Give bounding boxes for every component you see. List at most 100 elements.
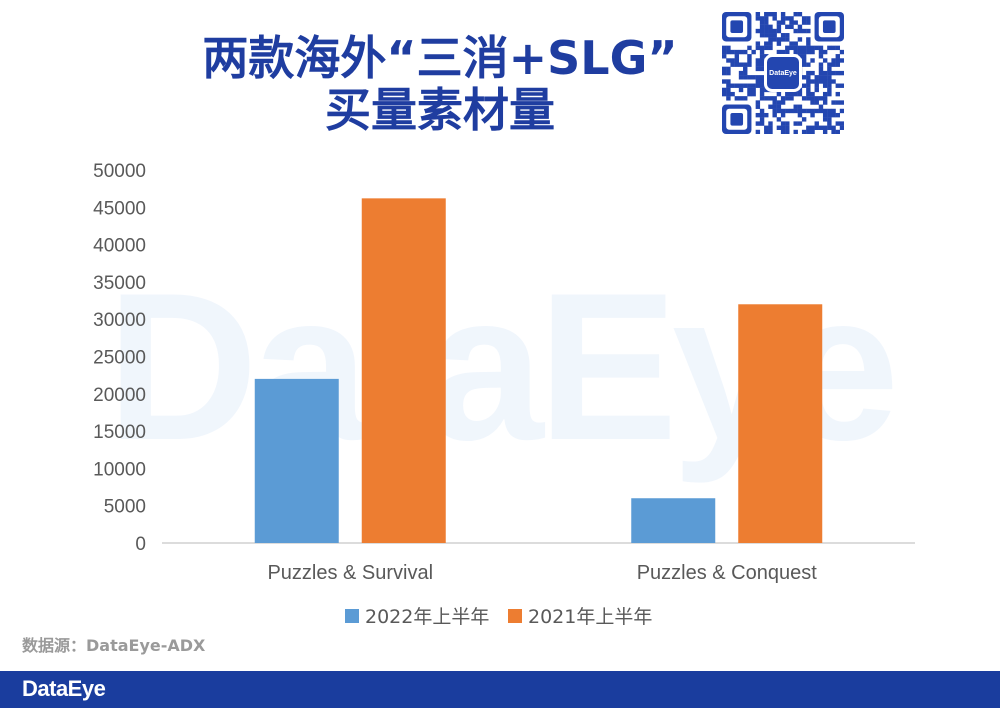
qr-module (780, 12, 786, 17)
qr-module (759, 75, 765, 80)
qr-module (776, 41, 782, 46)
qr-module (797, 45, 803, 51)
qr-module (730, 58, 735, 63)
qr-module (751, 83, 756, 88)
qr-module (810, 45, 815, 51)
qr-module (810, 125, 815, 130)
qr-module (734, 83, 740, 88)
qr-module (751, 49, 756, 55)
qr-module (768, 96, 773, 101)
qr-module (827, 79, 832, 84)
qr-module (747, 87, 752, 93)
qr-module (806, 83, 811, 88)
qr-module (747, 54, 752, 59)
qr-module (755, 45, 761, 51)
qr-module (726, 45, 731, 51)
qr-module (780, 112, 786, 118)
qr-module (759, 62, 765, 67)
qr-module (722, 45, 727, 51)
qr-module (818, 66, 824, 72)
qr-module (797, 12, 803, 17)
qr-module (772, 16, 777, 21)
qr-module (822, 129, 828, 135)
qr-module (738, 62, 744, 67)
qr-module (759, 54, 765, 59)
y-tick-label: 0 (135, 534, 146, 555)
qr-module (814, 87, 819, 93)
qr-module (764, 45, 769, 51)
qr-module (797, 91, 803, 97)
qr-module (764, 41, 769, 46)
qr-module (814, 75, 819, 80)
qr-module (822, 112, 828, 118)
qr-module (722, 87, 727, 93)
qr-module (743, 70, 748, 76)
qr-module (755, 66, 761, 72)
qr-module (768, 41, 773, 46)
qr-module (730, 91, 735, 97)
qr-module (726, 79, 731, 84)
qr-module (810, 100, 815, 105)
y-tick-label: 35000 (93, 273, 146, 294)
qr-module (759, 83, 765, 88)
qr-module (747, 45, 752, 51)
qr-module (827, 75, 832, 80)
qr-module (818, 104, 824, 109)
qr-module (801, 20, 807, 25)
qr-module (822, 125, 828, 130)
qr-module (785, 108, 790, 114)
qr-module (759, 16, 765, 21)
qr-module (772, 28, 777, 34)
qr-module (743, 96, 748, 101)
qr-module (810, 96, 815, 101)
qr-module (764, 12, 769, 17)
qr-module (801, 129, 807, 135)
qr-module (772, 108, 777, 114)
qr-module (764, 83, 769, 88)
qr-module (743, 83, 748, 88)
qr-module (768, 45, 773, 51)
qr-module (801, 108, 807, 114)
qr-module (747, 75, 752, 80)
qr-module (751, 87, 756, 93)
qr-module (789, 41, 794, 46)
qr-module (831, 70, 836, 76)
bar-2021-conquest (738, 304, 823, 543)
qr-module (839, 121, 845, 126)
qr-module (780, 37, 786, 42)
qr-module (743, 66, 748, 72)
qr-module (797, 104, 803, 109)
qr-module (743, 49, 748, 55)
qr-module (743, 75, 748, 80)
qr-module (726, 66, 731, 72)
qr-module (835, 121, 840, 126)
qr-module (827, 112, 832, 118)
qr-module (806, 108, 811, 114)
qr-module (822, 75, 828, 80)
qr-module (806, 28, 811, 34)
qr-module (755, 121, 761, 126)
qr-module (806, 87, 811, 93)
qr-module (755, 83, 761, 88)
qr-module (734, 62, 740, 67)
y-tick-label: 20000 (93, 385, 146, 406)
qr-module (810, 70, 815, 76)
qr-module (831, 58, 836, 63)
qr-module (789, 91, 794, 97)
qr-module (831, 79, 836, 84)
qr-module (759, 121, 765, 126)
qr-module (755, 58, 761, 63)
qr-module (764, 129, 769, 135)
qr-module (738, 96, 744, 101)
qr-module (759, 96, 765, 101)
qr-module (818, 108, 824, 114)
qr-module (785, 37, 790, 42)
qr-module (806, 16, 811, 21)
qr-module (772, 96, 777, 101)
footer-bar: DataEye (0, 671, 1000, 708)
qr-module (759, 79, 765, 84)
qr-module (793, 49, 798, 55)
bar-2021-survival (361, 198, 446, 543)
qr-module (768, 28, 773, 34)
qr-module (785, 24, 790, 30)
